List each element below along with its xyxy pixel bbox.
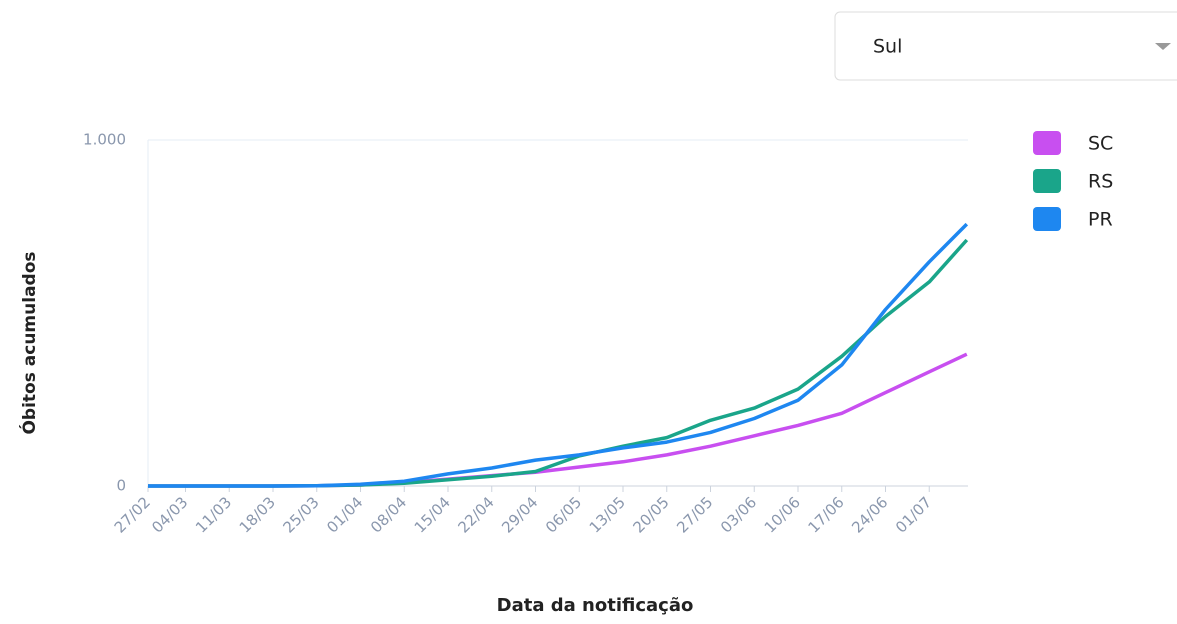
x-tick-label: 18/03 — [236, 493, 279, 536]
dropdown-value: Sul — [873, 36, 902, 58]
dropdown-arrow — [1155, 43, 1171, 50]
x-tick-label: 20/05 — [629, 493, 672, 536]
x-tick-label: 22/04 — [454, 493, 497, 536]
x-tick-label: 24/06 — [848, 493, 891, 536]
x-tick-label: 04/03 — [148, 493, 191, 536]
x-tick-label: 01/07 — [892, 493, 935, 536]
x-tick-label: 01/04 — [323, 493, 366, 536]
x-axis-title: Data da notificação — [497, 595, 694, 616]
y-tick-label: 0 — [116, 477, 126, 495]
x-tick-label: 08/04 — [367, 493, 410, 536]
y-axis-title: Óbitos acumulados — [18, 251, 40, 434]
legend-swatch — [1033, 207, 1061, 231]
legend-label: SC — [1088, 133, 1113, 155]
series-line — [148, 222, 969, 488]
x-tick-label: 03/06 — [717, 493, 760, 536]
legend-label: PR — [1088, 209, 1113, 231]
x-tick-label: 25/03 — [279, 493, 322, 536]
x-tick-label: 27/05 — [673, 493, 716, 536]
x-tick-label: 15/04 — [411, 493, 454, 536]
x-tick-label: 29/04 — [498, 493, 541, 536]
legend-swatch — [1033, 131, 1061, 155]
x-tick-label: 27/02 — [111, 493, 154, 536]
series-line — [148, 352, 968, 488]
x-tick-label: 11/03 — [192, 493, 235, 536]
x-tick-label: 13/05 — [586, 493, 629, 536]
y-tick-label: 1.000 — [83, 131, 126, 149]
x-tick-label: 06/05 — [542, 493, 585, 536]
x-tick-label: 10/06 — [761, 493, 804, 536]
region-dropdown[interactable] — [834, 11, 1177, 81]
legend-label: RS — [1088, 171, 1113, 193]
legend-swatch — [1033, 169, 1061, 193]
x-tick-label: 17/06 — [804, 493, 847, 536]
